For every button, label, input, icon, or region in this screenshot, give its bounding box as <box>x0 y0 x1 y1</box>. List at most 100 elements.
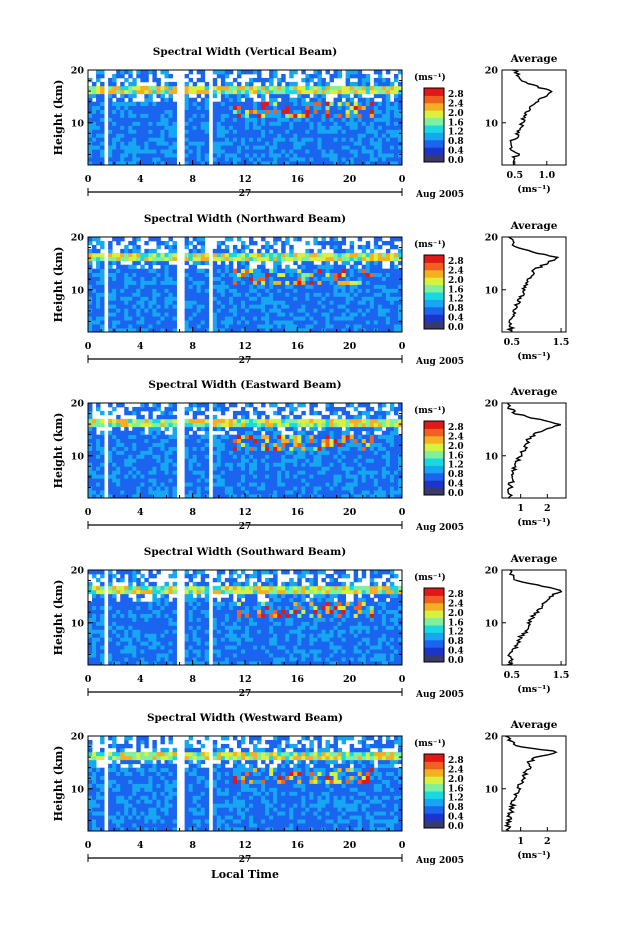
heatmap-cell <box>273 300 278 305</box>
heatmap-cell <box>269 97 274 103</box>
heatmap-cell <box>373 454 379 459</box>
heatmap-cell <box>381 101 387 107</box>
heatmap-cell <box>345 462 351 467</box>
heatmap-cell <box>124 85 129 91</box>
heatmap-cell <box>240 312 246 317</box>
heatmap-cell <box>357 403 363 408</box>
heatmap-cell <box>245 470 250 475</box>
heatmap-cell <box>152 117 157 122</box>
heatmap-cell <box>393 252 399 258</box>
heatmap-cell <box>156 478 161 483</box>
heatmap-cell <box>277 466 282 471</box>
heatmap-cell <box>144 157 149 162</box>
heatmap-cell <box>373 284 379 289</box>
heatmap-cell <box>305 434 310 440</box>
heatmap-cell <box>156 422 161 428</box>
heatmap-cell <box>317 482 322 487</box>
heatmap-cell <box>333 280 338 285</box>
heatmap-cell <box>116 109 121 114</box>
heatmap-cell <box>373 149 379 154</box>
heatmap-cell <box>120 316 125 321</box>
heatmap-cell <box>140 252 145 258</box>
heatmap-cell <box>96 438 101 443</box>
heatmap-cell <box>297 462 302 467</box>
heatmap-cell <box>313 410 318 416</box>
heatmap-cell <box>333 478 338 483</box>
heatmap-cell <box>357 296 363 301</box>
heatmap-cell <box>224 292 230 297</box>
heatmap-cell <box>200 458 206 463</box>
heatmap-cell <box>232 458 238 463</box>
colorbar-segment <box>424 269 444 278</box>
heatmap-cell <box>369 446 375 451</box>
heatmap-cell <box>220 406 226 412</box>
heatmap-cell <box>156 403 161 408</box>
heatmap-cell <box>365 105 371 110</box>
heatmap-cell <box>144 406 149 412</box>
heatmap-cell <box>245 113 250 118</box>
heatmap-cell <box>397 403 403 408</box>
heatmap-cell <box>285 117 290 122</box>
heatmap-cell <box>245 137 250 142</box>
heatmap-cell <box>273 248 278 254</box>
heatmap-cell <box>144 284 149 289</box>
heatmap-cell <box>377 494 383 499</box>
heatmap-cell <box>281 414 286 420</box>
heatmap-cell <box>108 145 113 150</box>
heatmap-cell <box>112 121 117 126</box>
heatmap-cell <box>96 312 101 317</box>
heatmap-cell <box>325 422 330 428</box>
heatmap-cell <box>188 153 194 158</box>
heatmap-cell <box>144 101 149 107</box>
heatmap-cell <box>357 260 363 266</box>
heatmap-cell <box>148 430 153 436</box>
heatmap-cell <box>249 240 254 246</box>
heatmap-cell <box>216 490 222 495</box>
heatmap-cell <box>281 312 286 317</box>
heatmap-cell <box>305 149 310 154</box>
heatmap-cell <box>236 268 242 274</box>
heatmap-cell <box>293 81 298 87</box>
heatmap-cell <box>140 312 145 317</box>
heatmap-cell <box>341 268 347 274</box>
day-label: 27 <box>239 356 252 366</box>
heatmap-cell <box>349 426 355 432</box>
heatmap-cell <box>369 462 375 467</box>
heatmap-cell <box>265 446 270 451</box>
heatmap-cell <box>120 276 125 281</box>
heatmap-cell <box>277 141 282 146</box>
heatmap-cell <box>281 97 286 103</box>
heatmap-cell <box>377 403 383 408</box>
heatmap-cell <box>257 268 262 274</box>
heatmap-cell <box>289 125 294 130</box>
heatmap-cell <box>100 101 105 107</box>
heatmap-cell <box>124 109 129 114</box>
heatmap-cell <box>220 486 226 491</box>
heatmap-cell <box>204 490 210 495</box>
heatmap-cell <box>361 450 367 455</box>
heatmap-cell <box>285 458 290 463</box>
heatmap-cell <box>257 113 262 118</box>
heatmap-cell <box>224 268 230 274</box>
heatmap-cell <box>164 406 169 412</box>
heatmap-cell <box>265 418 270 424</box>
heatmap-cell <box>393 410 399 416</box>
heatmap-cell <box>361 422 367 428</box>
heatmap-cell <box>253 296 258 301</box>
heatmap-cell <box>108 284 113 289</box>
heatmap-cell <box>389 442 395 447</box>
heatmap-cell <box>285 418 290 424</box>
heatmap-cell <box>200 77 206 83</box>
heatmap-cell <box>245 454 250 459</box>
heatmap-cell <box>333 292 338 297</box>
heatmap-cell <box>393 121 399 126</box>
heatmap-cell <box>184 280 190 285</box>
heatmap-cell <box>305 240 310 246</box>
heatmap-cell <box>389 462 395 467</box>
heatmap-cell <box>245 268 250 274</box>
heatmap-cell <box>385 446 391 451</box>
heatmap-cell <box>373 81 379 87</box>
heatmap-cell <box>293 486 298 491</box>
heatmap-cell <box>144 474 149 479</box>
heatmap-cell <box>249 450 254 455</box>
